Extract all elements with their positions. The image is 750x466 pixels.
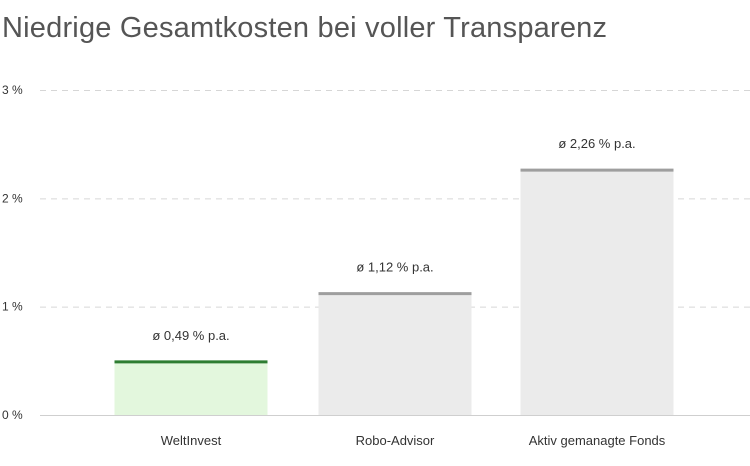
y-axis-ticks: 0 % 1 % 2 % 3 %	[2, 83, 23, 422]
x-category-label: Aktiv gemanagte Fonds	[529, 433, 666, 448]
bar-robo-advisor	[318, 293, 472, 415]
x-category-label: WeltInvest	[161, 433, 222, 448]
y-tick-label: 1 %	[2, 300, 23, 314]
data-label: ø 0,49 % p.a.	[152, 328, 229, 343]
y-tick-label: 2 %	[2, 191, 23, 205]
bars	[114, 168, 674, 415]
bar-weltinvest	[114, 361, 268, 415]
x-category-label: Robo-Advisor	[356, 433, 435, 448]
bar-aktiv-gemanagte-fonds	[520, 170, 674, 415]
chart-title: Niedrige Gesamtkosten bei voller Transpa…	[2, 12, 608, 44]
y-tick-label: 0 %	[2, 408, 23, 422]
data-labels: ø 0,49 % p.a. ø 1,12 % p.a. ø 2,26 % p.a.	[152, 136, 635, 343]
data-label: ø 2,26 % p.a.	[558, 136, 635, 151]
y-tick-label: 3 %	[2, 83, 23, 97]
data-label: ø 1,12 % p.a.	[356, 260, 433, 275]
x-axis-categories: WeltInvest Robo-Advisor Aktiv gemanagte Fo…	[161, 433, 666, 448]
